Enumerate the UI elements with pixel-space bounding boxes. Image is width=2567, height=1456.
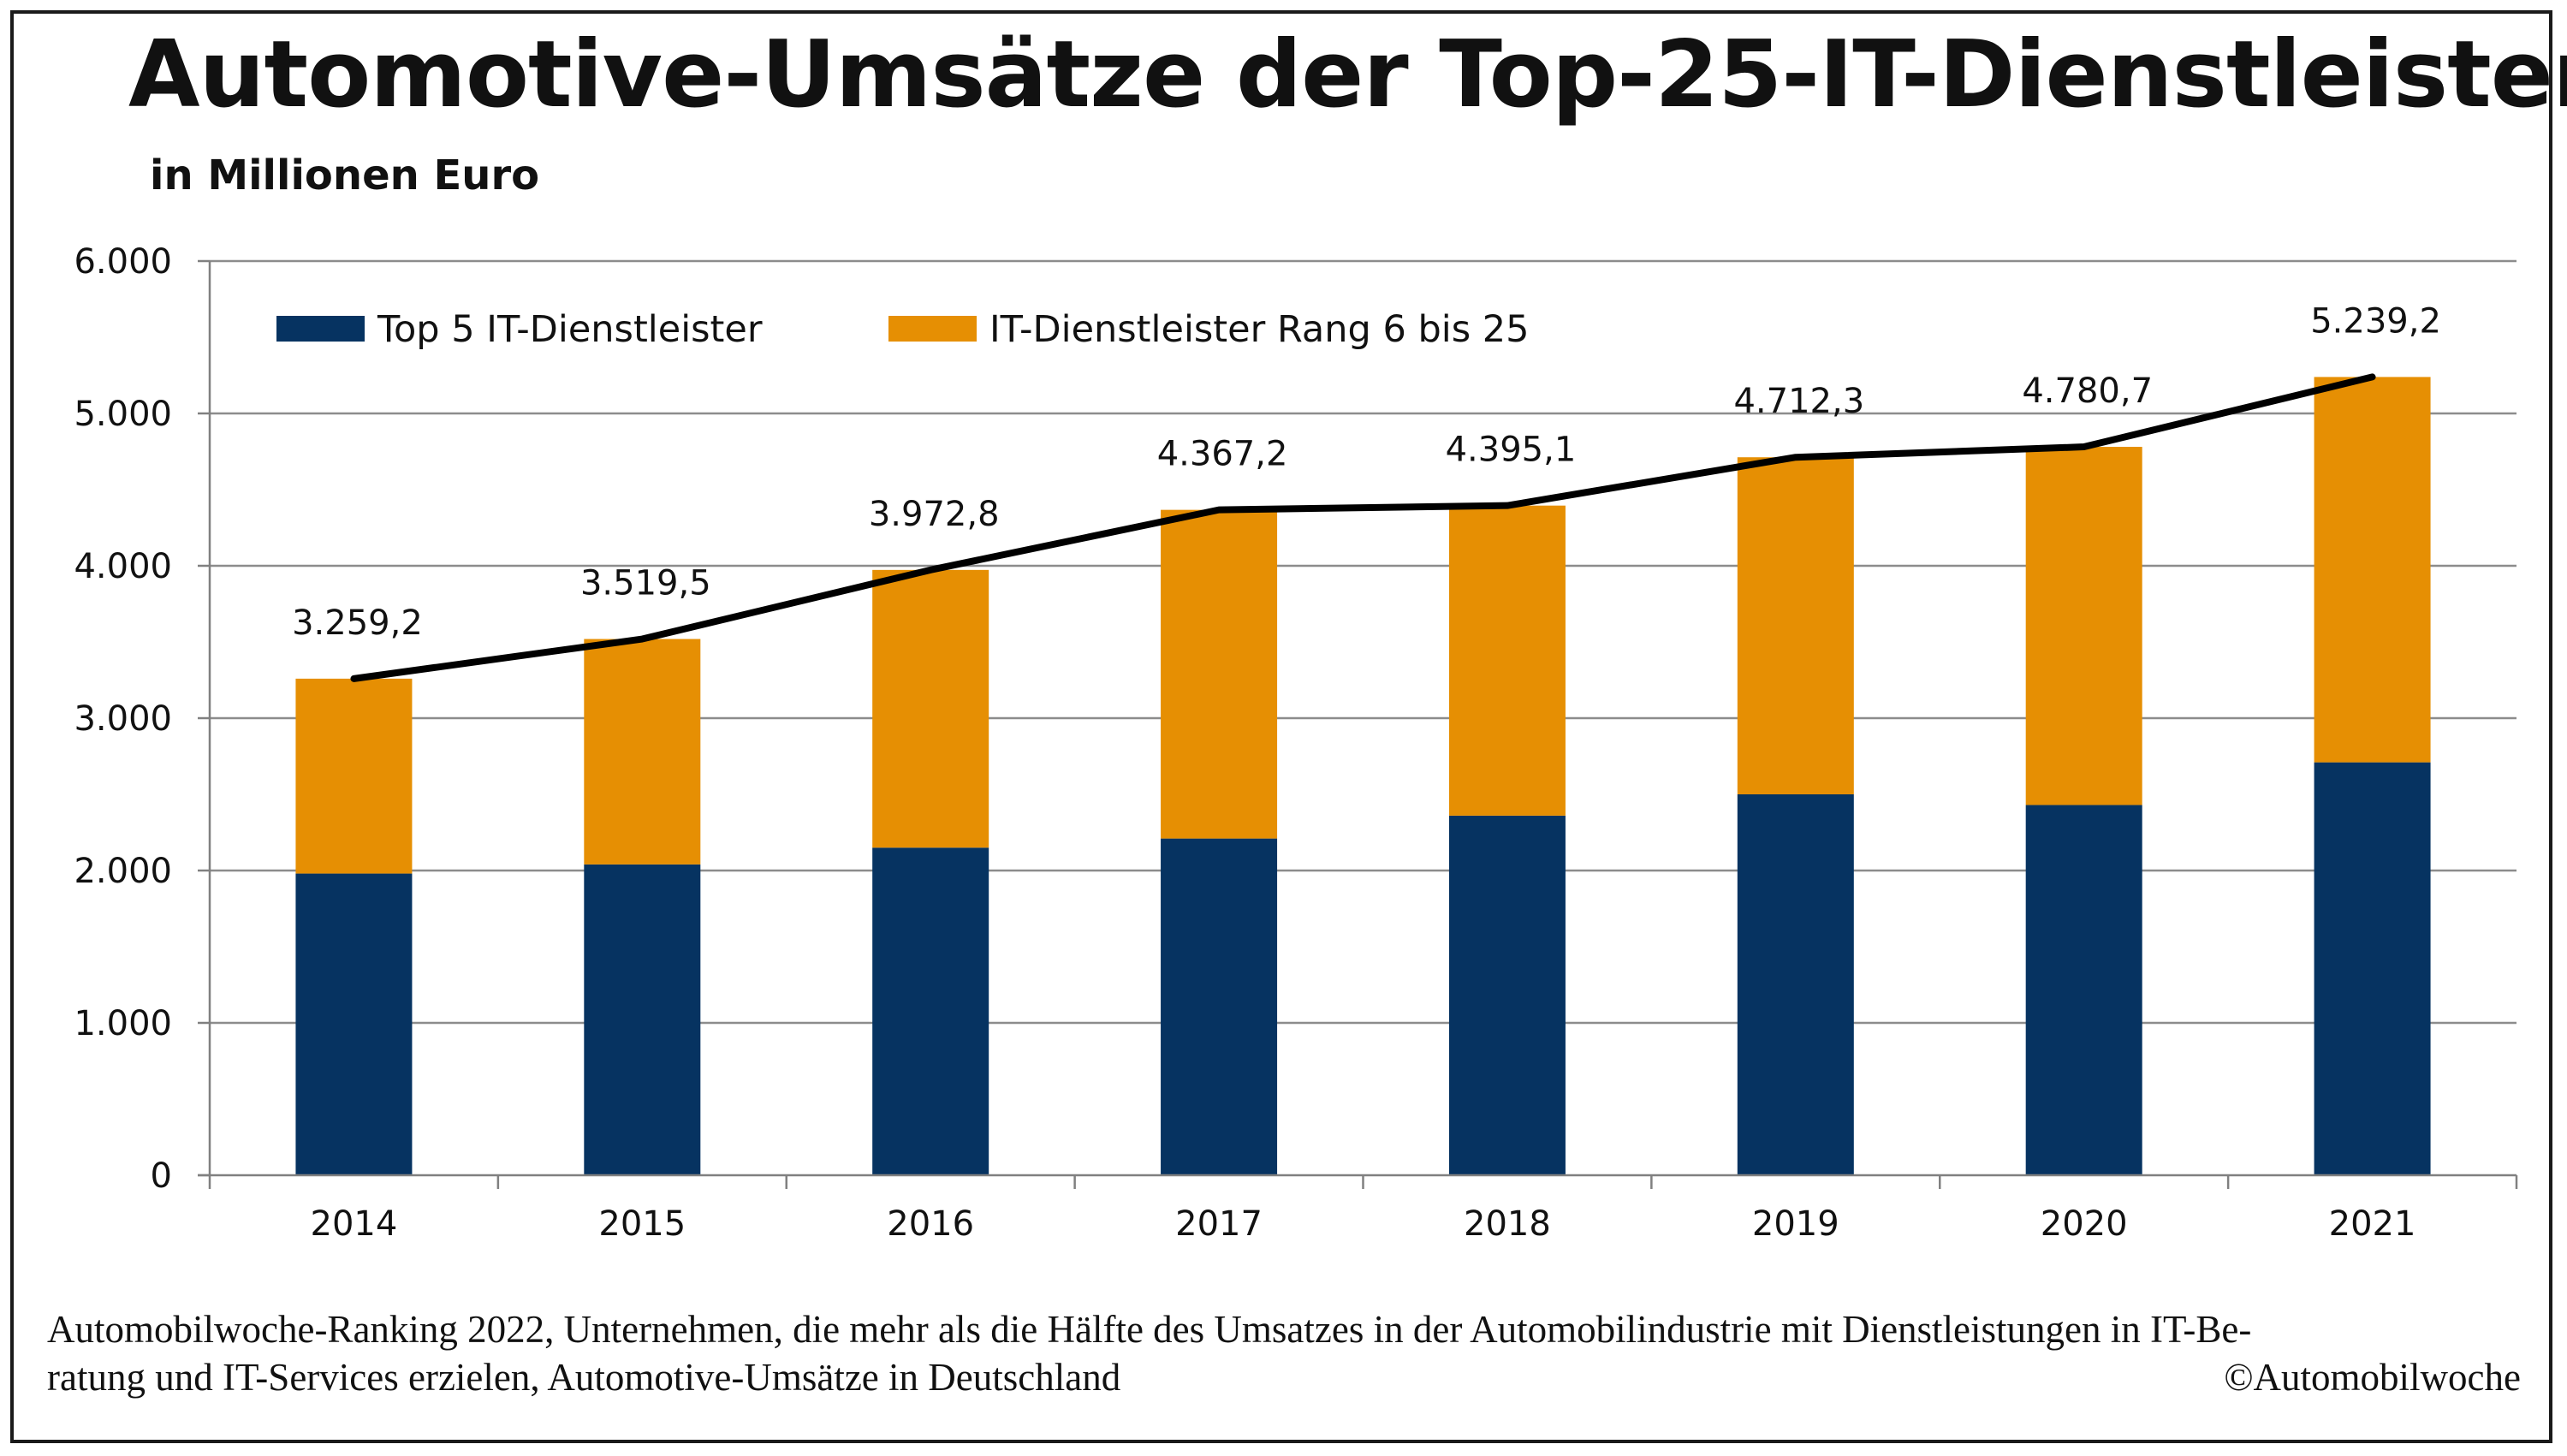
- y-tick-label: 6.000: [74, 242, 172, 282]
- x-tick-label: 2019: [1752, 1204, 1839, 1244]
- bar-segment: [1737, 457, 1854, 794]
- x-tick-label: 2021: [2329, 1204, 2416, 1244]
- total-value-label: 4.780,7: [2022, 371, 2153, 411]
- bar-segment: [1737, 794, 1854, 1175]
- bar-segment: [295, 678, 413, 874]
- bar-segment: [584, 639, 701, 865]
- bar-segment: [1161, 838, 1278, 1175]
- y-tick-label: 4.000: [74, 547, 172, 586]
- bar-segment: [2025, 447, 2142, 805]
- bar-segment: [584, 864, 701, 1175]
- legend: Top 5 IT-Dienstleister IT-Dienstleister R…: [276, 308, 1530, 351]
- total-value-label: 5.239,2: [2310, 301, 2441, 341]
- y-tick-label: 0: [151, 1156, 172, 1196]
- footer-line-1: Automobilwoche-Ranking 2022, Unternehmen…: [47, 1308, 2252, 1351]
- total-value-label: 3.519,5: [580, 564, 711, 603]
- legend-swatch: [888, 316, 977, 342]
- x-tick-label: 2015: [598, 1204, 686, 1244]
- total-line: 3.259,2 3.519,5 3.972,8 4.367,2 4.395,1 4.712…: [292, 301, 2441, 682]
- bar-segment: [1448, 505, 1566, 816]
- x-tick-label: 2018: [1464, 1204, 1551, 1244]
- total-value-label: 4.712,3: [1733, 382, 1864, 421]
- bar-segment: [872, 569, 989, 848]
- footer-line-2: ratung und IT-Services erzielen, Automot…: [47, 1356, 1121, 1399]
- copyright-notice: ©Automobilwoche: [2224, 1356, 2521, 1399]
- bar-segment: [872, 847, 989, 1175]
- total-value-label: 4.395,1: [1446, 431, 1577, 470]
- legend-swatch: [276, 316, 365, 342]
- y-tick-label: 3.000: [74, 699, 172, 739]
- chart-title: Automotive-Umsätze der Top-25-IT-Dienstl…: [128, 21, 2567, 128]
- total-value-label: 3.972,8: [869, 495, 1000, 534]
- bar-segment: [2025, 805, 2142, 1175]
- total-value-label: 4.367,2: [1157, 435, 1288, 474]
- legend-label: Top 5 IT-Dienstleister: [377, 308, 763, 351]
- x-tick-label: 2017: [1175, 1204, 1263, 1244]
- bar-segment: [1448, 815, 1566, 1175]
- total-line-path: [350, 373, 2376, 682]
- bar-segment: [2314, 762, 2431, 1175]
- x-tick-label: 2020: [2041, 1204, 2128, 1244]
- bars: [295, 377, 2431, 1175]
- axes: [198, 261, 2516, 1177]
- x-tick-label: 2016: [887, 1204, 974, 1244]
- y-tick-label: 2.000: [74, 852, 172, 891]
- chart-subtitle: in Millionen Euro: [150, 152, 540, 199]
- y-axis-ticks: 0 1.000 2.000 3.000 4.000 5.000 6.000: [74, 242, 210, 1196]
- y-tick-label: 5.000: [74, 395, 172, 434]
- y-tick-label: 1.000: [74, 1004, 172, 1043]
- legend-label: IT-Dienstleister Rang 6 bis 25: [989, 308, 1530, 351]
- x-tick-label: 2014: [311, 1204, 398, 1244]
- footer-note: Automobilwoche-Ranking 2022, Unternehmen…: [47, 1305, 2521, 1401]
- gridlines: [210, 259, 2516, 1025]
- bar-segment: [1161, 509, 1278, 839]
- bar-segment: [295, 873, 413, 1175]
- x-axis-ticks: 2014 2015 2016 2017 2018 2019 2020 2021: [208, 1175, 2518, 1244]
- total-value-label: 3.259,2: [292, 603, 423, 643]
- bar-segment: [2314, 377, 2431, 763]
